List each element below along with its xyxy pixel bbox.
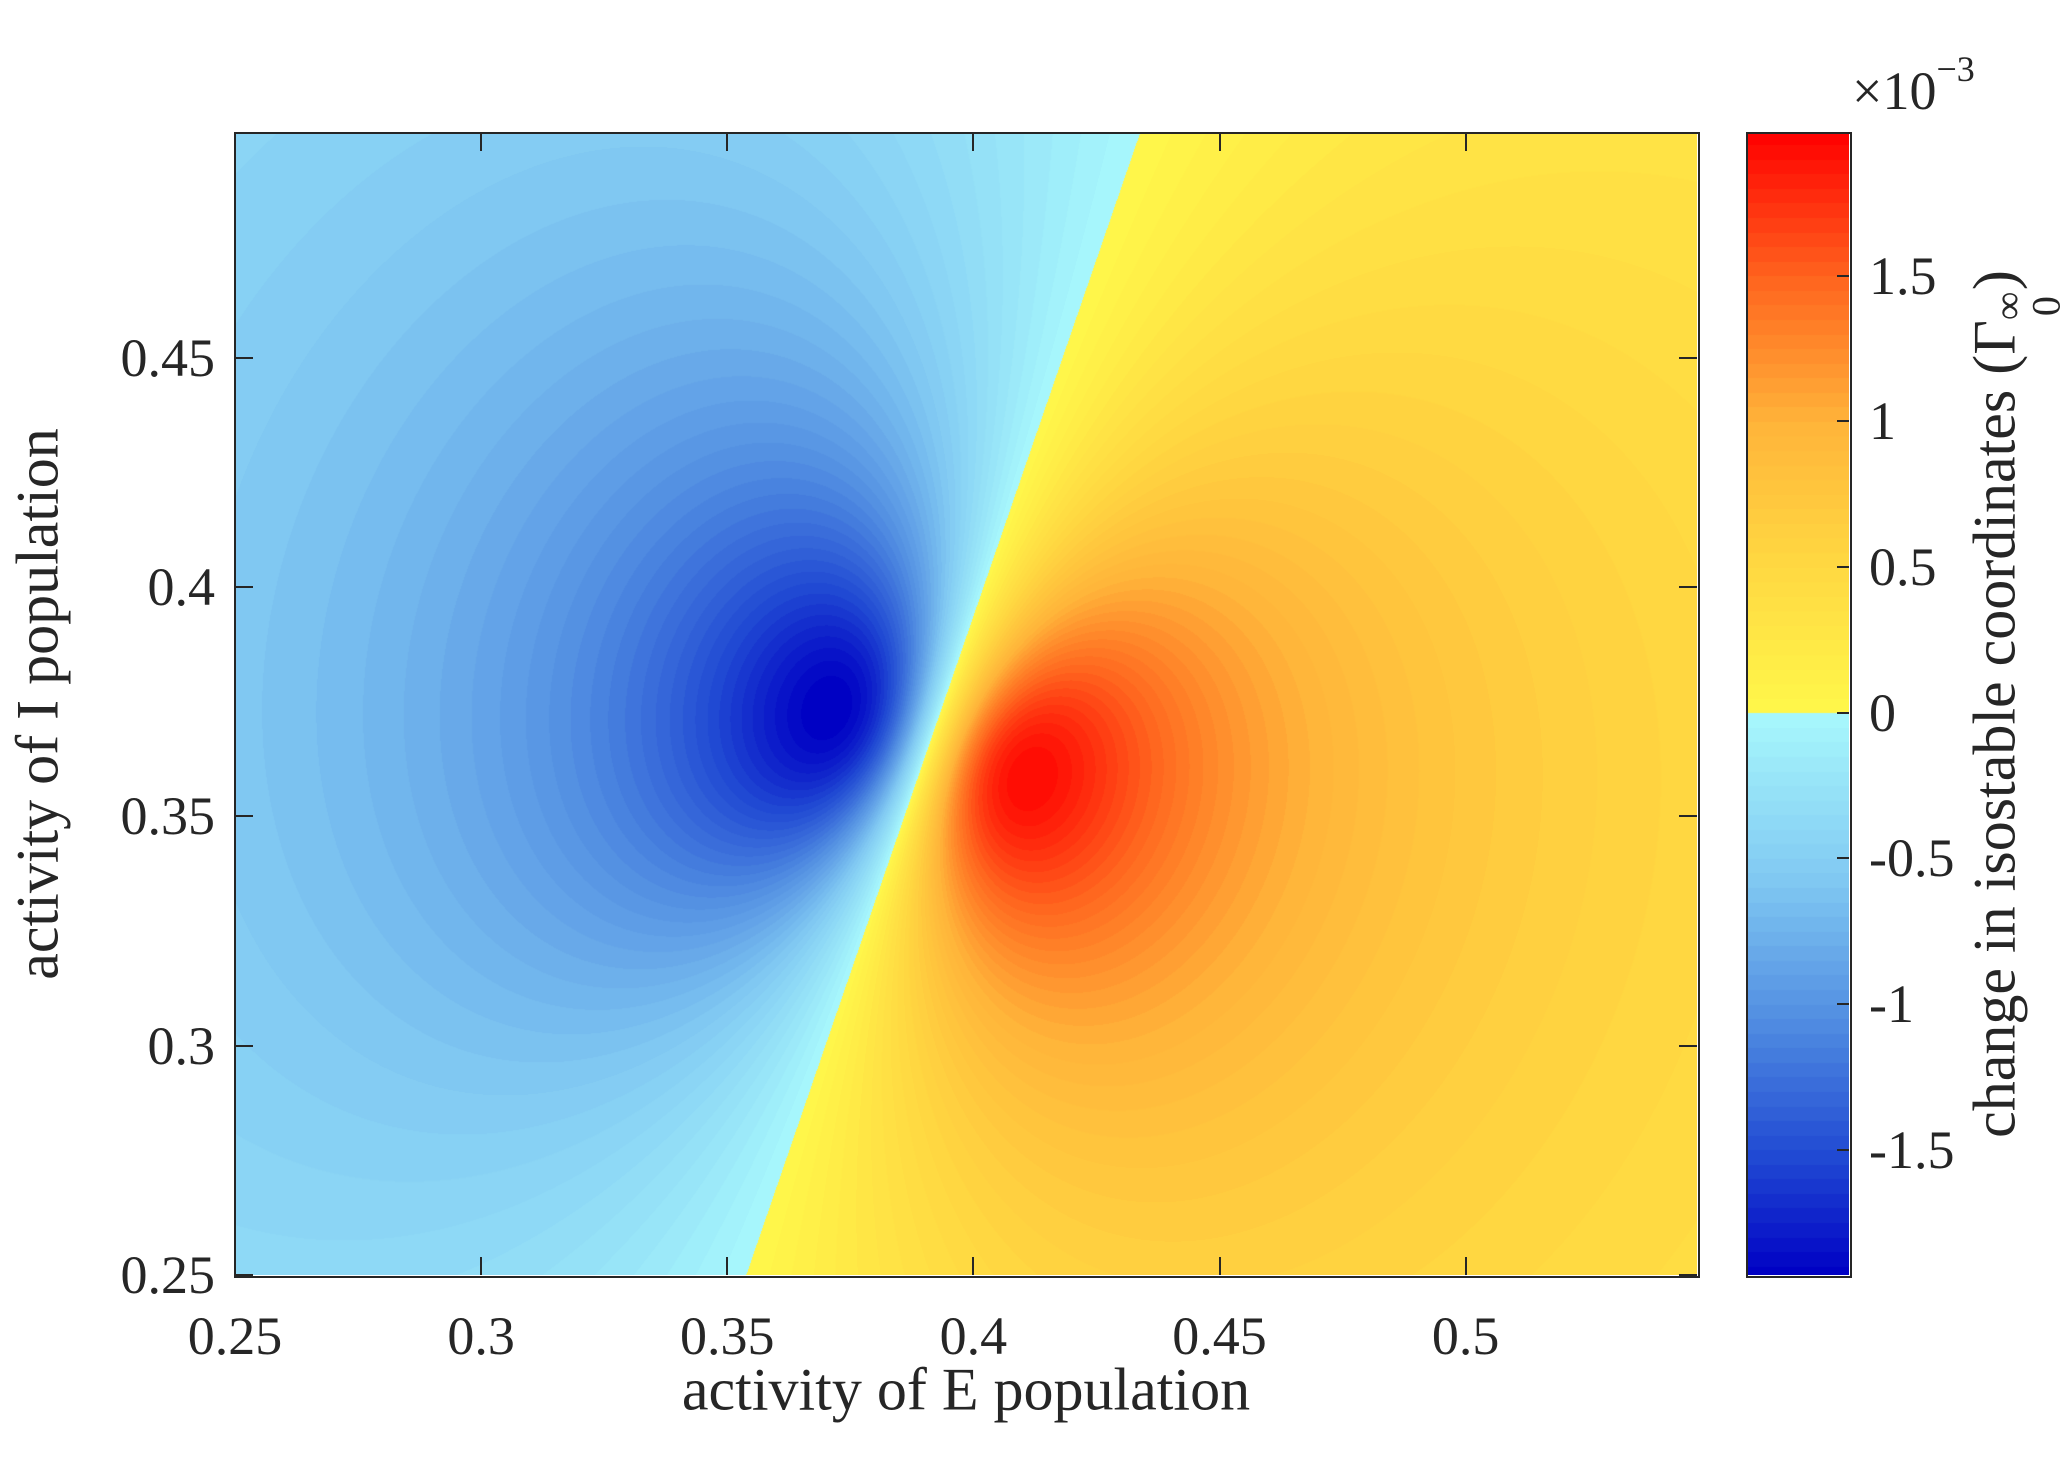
y-tick-mark-right (1679, 815, 1697, 818)
y-tick-mark (235, 586, 253, 589)
y-tick-mark-right (1679, 356, 1697, 359)
x-tick-label: 0.4 (939, 1306, 1008, 1366)
y-tick-label: 0.35 (120, 786, 216, 847)
x-tick-mark (972, 1257, 975, 1275)
colorbar-tick-label: 0.5 (1869, 537, 1937, 598)
y-tick-mark-right (1679, 1274, 1697, 1276)
y-tick-label: 0.25 (120, 1245, 216, 1305)
y-tick-mark (235, 356, 253, 359)
x-tick-mark (480, 1257, 483, 1275)
y-tick-mark-right (1679, 1044, 1697, 1047)
x-tick-label: 0.3 (447, 1306, 515, 1366)
y-tick-mark (235, 1274, 253, 1276)
colorbar-tick-label: 0 (1869, 682, 1896, 743)
x-tick-mark-top (1218, 133, 1221, 151)
colorbar-tick-mark (1837, 1003, 1849, 1006)
x-tick-mark (726, 1257, 729, 1275)
colorbar-label: change in isostable coordinates (Γ ∞ 0) (1961, 270, 2068, 1138)
x-tick-label: 0.45 (1172, 1306, 1267, 1366)
x-tick-label: 0.25 (187, 1306, 283, 1366)
colorbar-multiplier: ×10−3 (1852, 48, 1975, 122)
y-tick-label: 0.45 (120, 327, 216, 388)
colorbar-tick-mark (1837, 711, 1849, 714)
y-axis-label: activity of I population (4, 428, 71, 980)
y-tick-mark (235, 815, 253, 818)
x-tick-mark-top (234, 133, 236, 151)
colorbar-label-text: change in isostable coordinates ( (1961, 354, 2028, 1138)
colorbar-tick-mark (1837, 857, 1849, 860)
x-tick-mark-top (1464, 133, 1467, 151)
colorbar-tick-mark (1837, 1148, 1849, 1151)
colorbar-tick-mark (1837, 420, 1849, 423)
colorbar (1747, 133, 1849, 1275)
x-tick-label: 0.5 (1431, 1306, 1500, 1366)
x-tick-mark-top (972, 133, 975, 151)
multiplier-exponent: −3 (1936, 49, 1975, 89)
x-tick-label: 0.35 (680, 1306, 775, 1366)
colorbar-tick-mark (1837, 566, 1849, 569)
y-tick-label: 0.4 (147, 557, 216, 618)
x-tick-mark-top (480, 133, 483, 151)
colorbar-tick-label: -1.5 (1869, 1119, 1955, 1180)
x-tick-mark-top (726, 133, 729, 151)
colorbar-tick-label: 1 (1869, 391, 1896, 452)
x-tick-mark (1218, 1257, 1221, 1275)
y-tick-label: 0.3 (147, 1015, 216, 1076)
x-tick-mark (234, 1257, 236, 1275)
x-tick-mark (1464, 1257, 1467, 1275)
colorbar-tick-label: 1.5 (1869, 245, 1937, 306)
contour-plot-area (235, 133, 1697, 1275)
colorbar-tick-label: -0.5 (1869, 828, 1955, 889)
y-tick-mark-right (1679, 586, 1697, 589)
colorbar-label-symbol: Γ (1961, 320, 2028, 355)
x-axis-label: activity of E population (681, 1356, 1251, 1423)
colorbar-label-close: ) (1961, 270, 2028, 291)
multiplier-base: ×10 (1852, 61, 1937, 121)
colorbar-label-sub: 0 (2023, 296, 2068, 317)
colorbar-tick-mark (1837, 274, 1849, 277)
y-tick-mark (235, 1044, 253, 1047)
colorbar-tick-label: -1 (1869, 974, 1914, 1035)
